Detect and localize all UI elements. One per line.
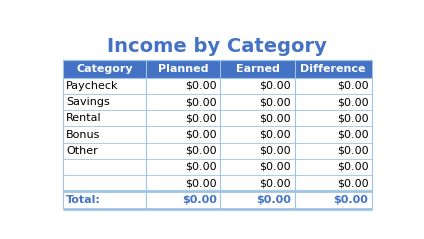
Text: $0.00: $0.00 — [182, 195, 217, 205]
Text: Savings: Savings — [66, 97, 110, 107]
Text: $0.00: $0.00 — [337, 113, 368, 123]
Text: $0.00: $0.00 — [185, 178, 217, 188]
Text: Planned: Planned — [158, 64, 209, 74]
Bar — [63, 32, 372, 60]
Bar — [63, 143, 372, 159]
Text: $0.00: $0.00 — [185, 113, 217, 123]
Text: $0.00: $0.00 — [259, 146, 291, 156]
Text: Other: Other — [66, 146, 98, 156]
Text: $0.00: $0.00 — [337, 81, 368, 91]
Text: Paycheck: Paycheck — [66, 81, 119, 91]
Text: $0.00: $0.00 — [259, 97, 291, 107]
Bar — [63, 94, 372, 110]
Text: $0.00: $0.00 — [259, 130, 291, 140]
Text: Rental: Rental — [66, 113, 102, 123]
Text: $0.00: $0.00 — [185, 162, 217, 172]
Text: Bonus: Bonus — [66, 130, 100, 140]
Bar — [63, 60, 372, 78]
Text: Earned: Earned — [235, 64, 279, 74]
Text: $0.00: $0.00 — [259, 178, 291, 188]
Text: $0.00: $0.00 — [185, 130, 217, 140]
Text: $0.00: $0.00 — [337, 130, 368, 140]
Text: Difference: Difference — [300, 64, 366, 74]
Text: $0.00: $0.00 — [337, 146, 368, 156]
Text: $0.00: $0.00 — [259, 113, 291, 123]
Bar — [63, 159, 372, 175]
Text: $0.00: $0.00 — [185, 97, 217, 107]
Text: Total:: Total: — [66, 195, 101, 205]
Text: $0.00: $0.00 — [337, 97, 368, 107]
Text: $0.00: $0.00 — [185, 81, 217, 91]
Text: $0.00: $0.00 — [257, 195, 291, 205]
Bar — [63, 78, 372, 94]
Text: $0.00: $0.00 — [259, 81, 291, 91]
Bar — [63, 175, 372, 191]
Bar — [63, 126, 372, 143]
Text: $0.00: $0.00 — [185, 146, 217, 156]
Text: $0.00: $0.00 — [259, 162, 291, 172]
Bar — [63, 110, 372, 126]
Text: $0.00: $0.00 — [337, 162, 368, 172]
Text: $0.00: $0.00 — [334, 195, 368, 205]
Text: Category: Category — [76, 64, 133, 74]
Text: Income by Category: Income by Category — [107, 37, 327, 56]
Text: $0.00: $0.00 — [337, 178, 368, 188]
Bar — [63, 191, 372, 209]
